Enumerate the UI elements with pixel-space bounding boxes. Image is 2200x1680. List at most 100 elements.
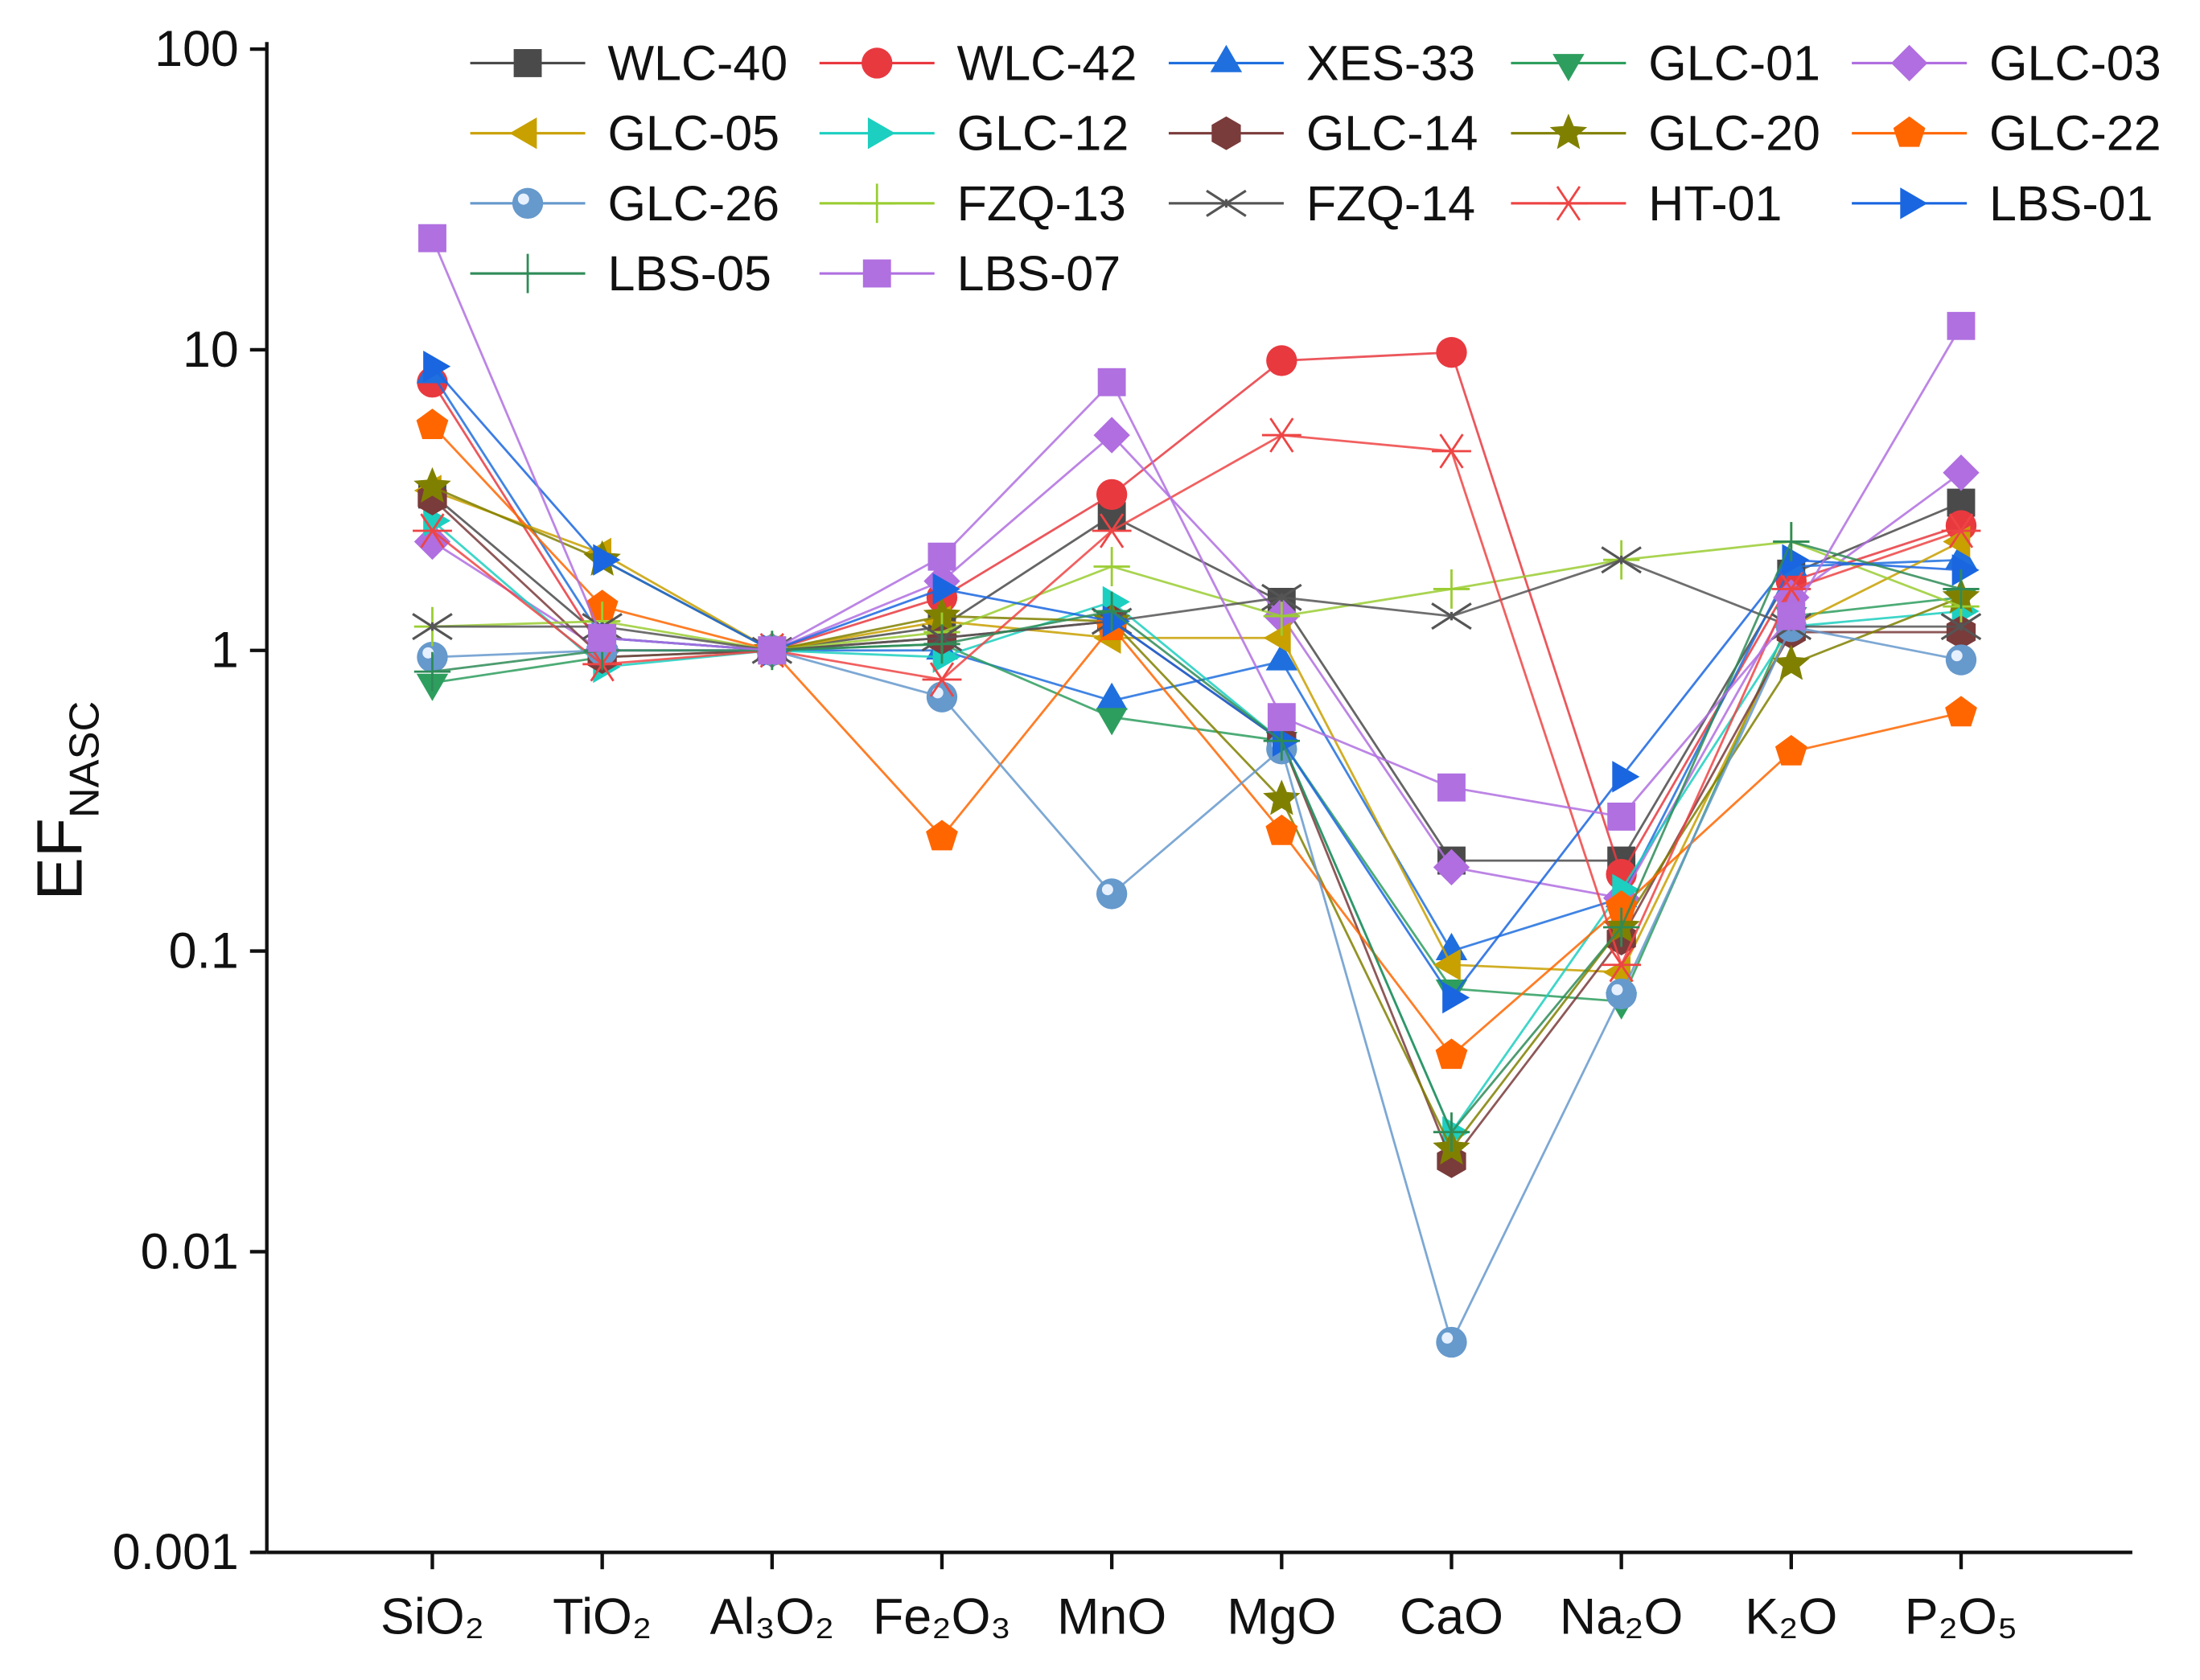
marker-shape	[926, 819, 958, 851]
data-point-triangle-right-marker	[423, 350, 451, 383]
series-lbs-01	[423, 350, 1980, 1014]
legend-entry: GLC-05	[470, 106, 779, 161]
y-axis-label-sub: NASC	[61, 701, 108, 818]
marker-shape	[1266, 345, 1297, 376]
series-line	[432, 625, 1962, 1345]
series-line	[431, 373, 1962, 953]
y-tick-label: 100	[154, 21, 239, 77]
data-point-asterisk-marker	[1941, 513, 1981, 548]
data-point-plus-marker	[1263, 596, 1300, 636]
data-point-pentagon-marker	[1893, 116, 1926, 147]
marker-shape	[593, 544, 621, 576]
marker-shape	[1945, 696, 1977, 727]
marker-shape	[423, 350, 451, 383]
marker-shape	[416, 409, 449, 439]
marker-shape	[512, 187, 544, 220]
data-point-pentagon-marker	[926, 819, 958, 851]
marker-shape	[1265, 643, 1298, 671]
series-wlc-42	[417, 336, 1977, 890]
marker-shape	[413, 466, 451, 503]
data-point-cross-marker	[1431, 602, 1472, 631]
data-point-triangle-up-marker	[1096, 682, 1128, 710]
data-point-plus-marker	[1433, 1112, 1470, 1152]
marker-highlight	[517, 193, 529, 205]
data-point-plus-marker	[1602, 907, 1640, 947]
data-point-triangle-right-marker	[1612, 761, 1640, 793]
data-point-triangle-right-marker	[1102, 605, 1130, 638]
x-tick-label: Fe₂O₃	[873, 1588, 1011, 1645]
marker-shape	[1773, 579, 1810, 616]
data-point-cross-marker	[412, 613, 453, 641]
data-point-cross-marker	[1940, 613, 1982, 641]
series-line	[431, 365, 1962, 1000]
data-point-plus-marker	[858, 183, 895, 224]
series-line	[431, 433, 1962, 968]
legend-entry: GLC-22	[1852, 106, 2161, 161]
legend-label: LBS-01	[1989, 176, 2153, 231]
data-point-star-marker	[1549, 113, 1588, 150]
marker-shape	[1782, 544, 1810, 576]
marker-shape	[758, 636, 787, 665]
data-point-diamond-marker	[1773, 579, 1810, 616]
marker-shape	[1612, 761, 1640, 793]
marker-shape	[1549, 113, 1588, 150]
data-point-hexagon-marker	[1946, 615, 1976, 649]
series-line	[432, 540, 1962, 652]
data-point-diamond-marker	[413, 523, 451, 561]
marker-shape	[1943, 569, 1980, 609]
data-point-square-marker	[1097, 368, 1126, 396]
data-point-triangle-right-marker	[1442, 981, 1470, 1014]
series-line	[432, 596, 1962, 1003]
data-point-star-marker	[1263, 779, 1301, 815]
marker-shape	[1602, 947, 1642, 983]
series-line	[432, 540, 1962, 1135]
series-line	[432, 558, 1961, 652]
y-axis-label-main: EF	[23, 818, 96, 901]
legend-entry: WLC-42	[819, 35, 1137, 90]
legend-label: GLC-14	[1306, 106, 1478, 161]
x-tick-label: Na₂O	[1560, 1588, 1683, 1645]
data-point-pentagon-marker	[416, 409, 449, 439]
marker-shape	[867, 117, 895, 150]
series-line	[431, 489, 1962, 974]
marker-shape	[1431, 602, 1472, 631]
y-axis-label: EFNASC	[23, 701, 109, 901]
data-point-plus-marker	[1093, 591, 1130, 631]
marker-shape	[1265, 814, 1298, 845]
legend-label: WLC-40	[607, 35, 787, 90]
marker-highlight	[1951, 650, 1963, 662]
data-point-cross-marker	[1206, 189, 1247, 217]
y-tick-label: 0.1	[169, 923, 239, 980]
marker-shape	[1436, 336, 1467, 368]
data-point-sphere-marker	[1606, 978, 1637, 1010]
marker-shape	[1890, 44, 1928, 82]
legend-label: LBS-05	[607, 246, 771, 301]
series-glc-12	[423, 504, 1980, 1148]
data-point-asterisk-marker	[413, 513, 452, 548]
data-point-cross-marker	[1601, 546, 1642, 574]
marker-shape	[1261, 417, 1301, 453]
marker-shape	[1211, 116, 1241, 150]
marker-shape	[1267, 703, 1296, 732]
marker-highlight	[1441, 1332, 1454, 1344]
marker-shape	[923, 624, 960, 664]
marker-shape	[1943, 454, 1980, 491]
legend-label: GLC-01	[1648, 35, 1820, 90]
marker-shape	[858, 183, 895, 224]
data-point-asterisk-marker	[1261, 417, 1301, 453]
legend-label: WLC-42	[957, 35, 1137, 90]
series-line	[431, 351, 1962, 877]
series-line	[431, 520, 1962, 1135]
legend-entry: FZQ-14	[1168, 176, 1475, 231]
axes: 0.001 0.01 0.1 1 10 100 SiO₂ TiO₂ Al₃O₂ Fe₂O₃ MnO M…	[113, 21, 2132, 1645]
data-point-square-marker	[1437, 773, 1466, 802]
data-point-hexagon-marker	[1211, 116, 1241, 150]
legend-entry: LBS-05	[470, 246, 771, 301]
series-glc-20	[413, 466, 1980, 1165]
data-point-square-marker	[1947, 311, 1976, 340]
marker-shape	[1093, 417, 1130, 454]
marker-shape	[1774, 734, 1807, 766]
marker-shape	[418, 224, 446, 253]
marker-shape	[1442, 981, 1470, 1014]
data-point-square-marker	[758, 636, 787, 665]
